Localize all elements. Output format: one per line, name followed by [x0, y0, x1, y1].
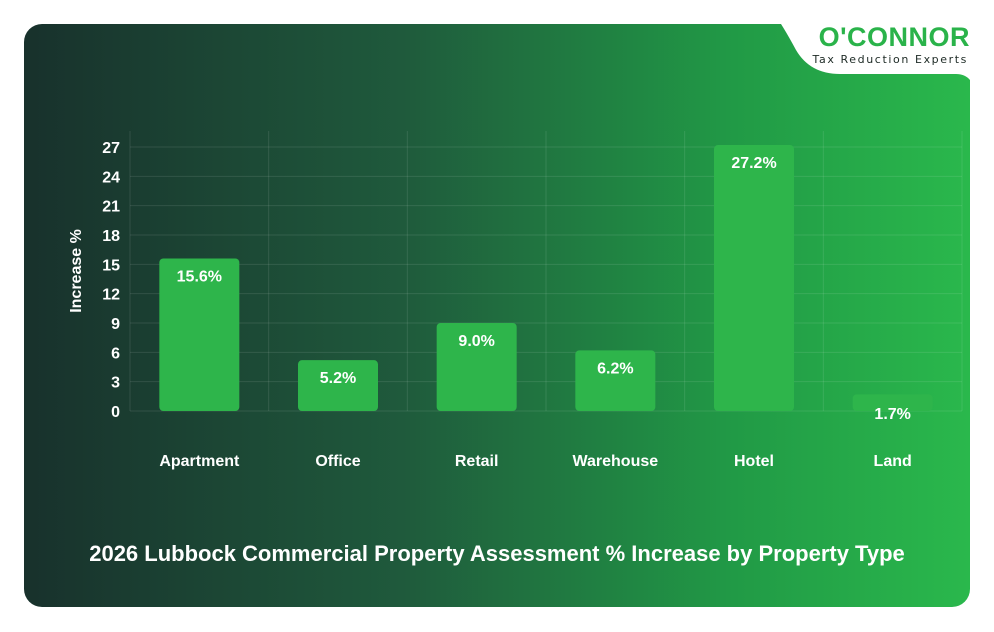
- grid-lines: [129, 131, 963, 412]
- data-label: 9.0%: [458, 333, 494, 350]
- bar-warehouse: [575, 350, 656, 411]
- y-tick-label: 24: [102, 169, 120, 186]
- bar-office: [298, 360, 378, 411]
- data-label: 15.6%: [177, 268, 222, 285]
- y-tick-label: 15: [102, 257, 120, 274]
- y-tick-label: 21: [102, 199, 120, 216]
- y-tick-label: 12: [102, 287, 120, 304]
- logo-name: O'CONNOR: [818, 22, 970, 52]
- x-tick-label: Warehouse: [573, 453, 659, 470]
- brand-tab-shape: [760, 0, 994, 80]
- bar-apartment: [159, 258, 240, 411]
- y-tick-label: 18: [102, 228, 120, 245]
- bar-retail: [436, 323, 517, 411]
- y-axis: 0 3 6 9 12 15 18 21 24 27: [102, 140, 120, 421]
- data-label: 1.7%: [874, 406, 910, 423]
- y-tick-label: 27: [102, 140, 120, 157]
- y-axis-title: Increase %: [68, 229, 85, 313]
- data-label: 5.2%: [320, 370, 356, 387]
- y-tick-label: 6: [111, 345, 120, 362]
- x-tick-label: Hotel: [734, 453, 774, 470]
- y-tick-label: 0: [111, 404, 120, 421]
- data-label: 27.2%: [731, 155, 776, 172]
- brand-logo: O'CONNOR Tax Reduction Experts: [760, 0, 994, 80]
- y-tick-label: 9: [111, 316, 120, 333]
- x-tick-label: Land: [874, 453, 912, 470]
- x-tick-label: Apartment: [159, 453, 240, 470]
- y-tick-label: 3: [111, 375, 120, 392]
- bar-land: [852, 394, 933, 411]
- chart-title: 2026 Lubbock Commercial Property Assessm…: [89, 541, 905, 566]
- bars: 15.6% 5.2% 9.0% 6.2% 27.2% 1.7%: [159, 145, 933, 423]
- x-tick-label: Retail: [455, 453, 499, 470]
- logo-tagline: Tax Reduction Experts: [812, 53, 968, 66]
- bar-hotel: [714, 145, 794, 412]
- x-tick-label: Office: [315, 453, 360, 470]
- x-axis: Apartment Office Retail Warehouse Hotel Land: [159, 453, 911, 470]
- data-label: 6.2%: [597, 360, 633, 377]
